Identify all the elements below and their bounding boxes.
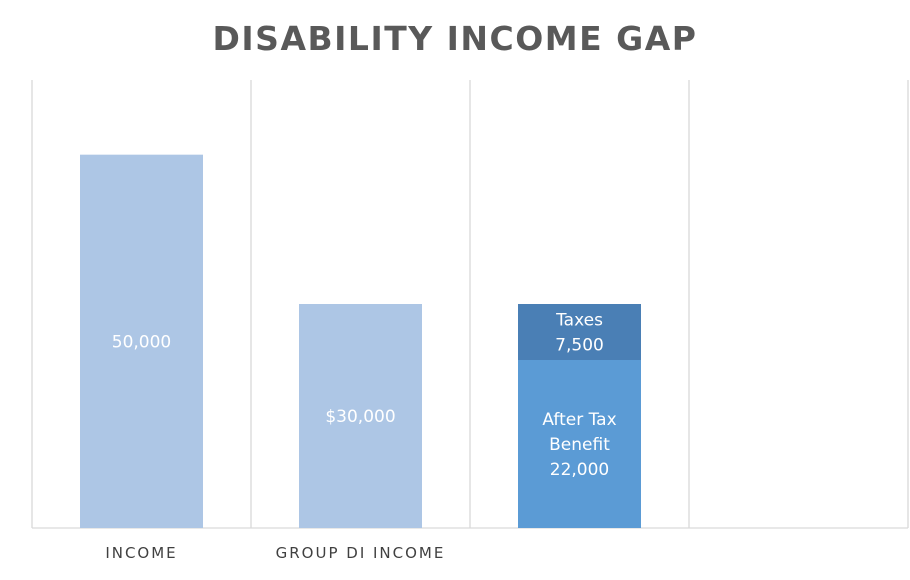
bar-2-segment-1 <box>518 304 641 360</box>
bar-0-segment-0 <box>80 154 203 528</box>
bar-2-segment-1-label-0: Taxes <box>555 311 603 331</box>
bar-2-segment-0 <box>518 360 641 528</box>
x-tick-label-1: GROUP DI INCOME <box>276 544 446 562</box>
bar-2-segment-0-label-1: Benefit <box>549 435 610 455</box>
bar-2-segment-1-label-1: 7,500 <box>555 336 604 356</box>
x-axis-labels: INCOME GROUP DI INCOME <box>105 544 446 562</box>
x-tick-label-0: INCOME <box>105 544 177 562</box>
chart-title: DISABILITY INCOME GAP <box>213 19 698 58</box>
bar-1-segment-0-label-0: $30,000 <box>325 407 395 427</box>
bars: 50,000 $30,000 After Tax Benefit 22,000 Taxes… <box>80 154 641 528</box>
bar-2-segment-0-label-0: After Tax <box>542 410 616 430</box>
bar-1-segment-0 <box>299 304 422 528</box>
bar-2-segment-0-label-2: 22,000 <box>550 460 609 480</box>
bar-0-segment-0-label-0: 50,000 <box>112 332 171 352</box>
